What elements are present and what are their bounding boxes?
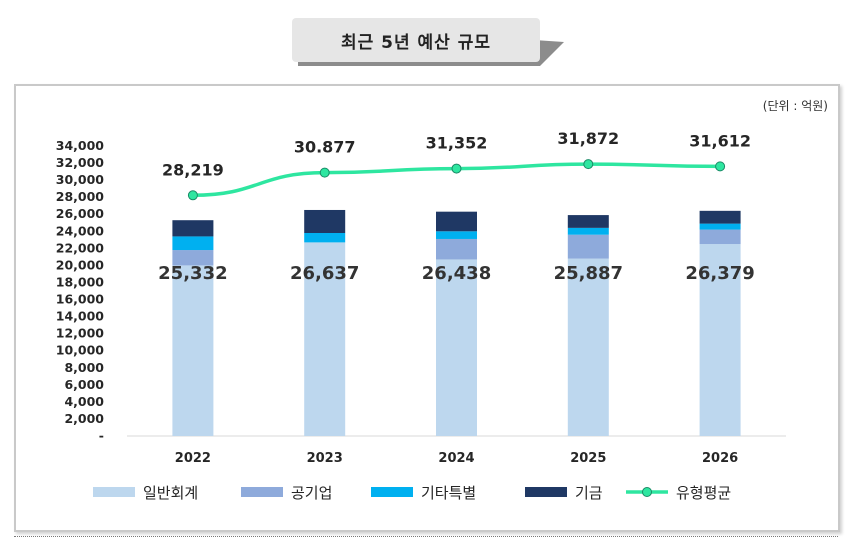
- bar-segment-1: [699, 229, 741, 245]
- legend-label: 기금: [575, 484, 603, 502]
- average-point: [715, 161, 726, 172]
- average-point: [187, 190, 198, 201]
- bar-segment-0: [699, 244, 741, 436]
- bar-segment-3: [172, 220, 214, 237]
- x-tick-label: 2023: [307, 451, 343, 466]
- bar-segment-0: [567, 258, 609, 436]
- bar-segment-0: [436, 259, 477, 436]
- unit-label: (단위 : 억원): [763, 99, 828, 113]
- legend-line-marker: [642, 487, 652, 497]
- y-tick-label: 28,000: [56, 189, 105, 204]
- x-tick-label: 2025: [570, 451, 606, 466]
- bar-segment-0: [172, 265, 214, 436]
- y-tick-label: 8,000: [64, 360, 104, 375]
- y-tick-label: 4,000: [64, 394, 104, 409]
- y-tick-label: 20,000: [56, 257, 105, 272]
- y-tick-label: 30,000: [56, 172, 105, 187]
- bar-segment-3: [436, 211, 477, 232]
- bar-total-label: 25,887: [554, 263, 623, 284]
- average-value-label: 31,612: [689, 131, 751, 150]
- y-tick-label: 34,000: [56, 138, 105, 153]
- bar-segment-3: [699, 210, 741, 224]
- y-tick-label: 10,000: [56, 343, 105, 358]
- legend-swatch: [525, 487, 567, 497]
- legend-swatch: [93, 487, 135, 497]
- y-tick-label: -: [99, 428, 104, 443]
- legend-swatch: [371, 487, 413, 497]
- y-tick-label: 32,000: [56, 155, 105, 170]
- chart-title: 최근 5년 예산 규모: [292, 18, 540, 62]
- bar-segment-0: [304, 242, 346, 436]
- bar-segment-1: [436, 238, 477, 260]
- x-tick-label: 2024: [438, 451, 474, 466]
- bar-segment-2: [304, 233, 346, 243]
- y-tick-label: 14,000: [56, 309, 105, 324]
- average-value-label: 31,872: [557, 129, 619, 148]
- chart-title-banner: 최근 5년 예산 규모: [292, 18, 564, 66]
- bar-segment-1: [172, 250, 214, 266]
- average-value-label: 31,352: [426, 134, 488, 153]
- legend-label: 일반회계: [143, 484, 198, 502]
- y-tick-label: 12,000: [56, 326, 105, 341]
- bottom-divider: [14, 536, 838, 537]
- y-tick-label: 6,000: [64, 377, 104, 392]
- bar-segment-3: [567, 215, 609, 228]
- average-value-label: 30.877: [294, 138, 356, 157]
- bar-segment-3: [304, 209, 346, 233]
- legend-label: 공기업: [291, 484, 332, 502]
- legend-label: 기타특별: [421, 484, 476, 502]
- bar-segment-1: [567, 234, 609, 259]
- y-tick-label: 2,000: [64, 411, 104, 426]
- x-tick-label: 2026: [702, 451, 738, 466]
- bar-segment-2: [699, 223, 741, 230]
- y-tick-label: 16,000: [56, 292, 105, 307]
- bar-total-label: 26,379: [685, 263, 754, 284]
- y-tick-label: 22,000: [56, 240, 105, 255]
- average-point: [319, 167, 330, 178]
- y-tick-label: 26,000: [56, 206, 105, 221]
- x-tick-label: 2022: [175, 451, 211, 466]
- bar-total-label: 26,438: [422, 263, 491, 284]
- bar-total-label: 25,332: [158, 263, 227, 284]
- average-point: [583, 159, 594, 170]
- bar-segment-2: [172, 236, 214, 251]
- legend-label: 유형평균: [676, 484, 731, 502]
- y-tick-label: 18,000: [56, 274, 105, 289]
- bar-total-label: 26,637: [290, 263, 359, 284]
- y-tick-label: 24,000: [56, 223, 105, 238]
- legend-swatch: [241, 487, 283, 497]
- bar-segment-2: [567, 227, 609, 235]
- average-point: [451, 163, 462, 174]
- average-value-label: 28,219: [162, 160, 224, 179]
- bar-segment-2: [436, 231, 477, 239]
